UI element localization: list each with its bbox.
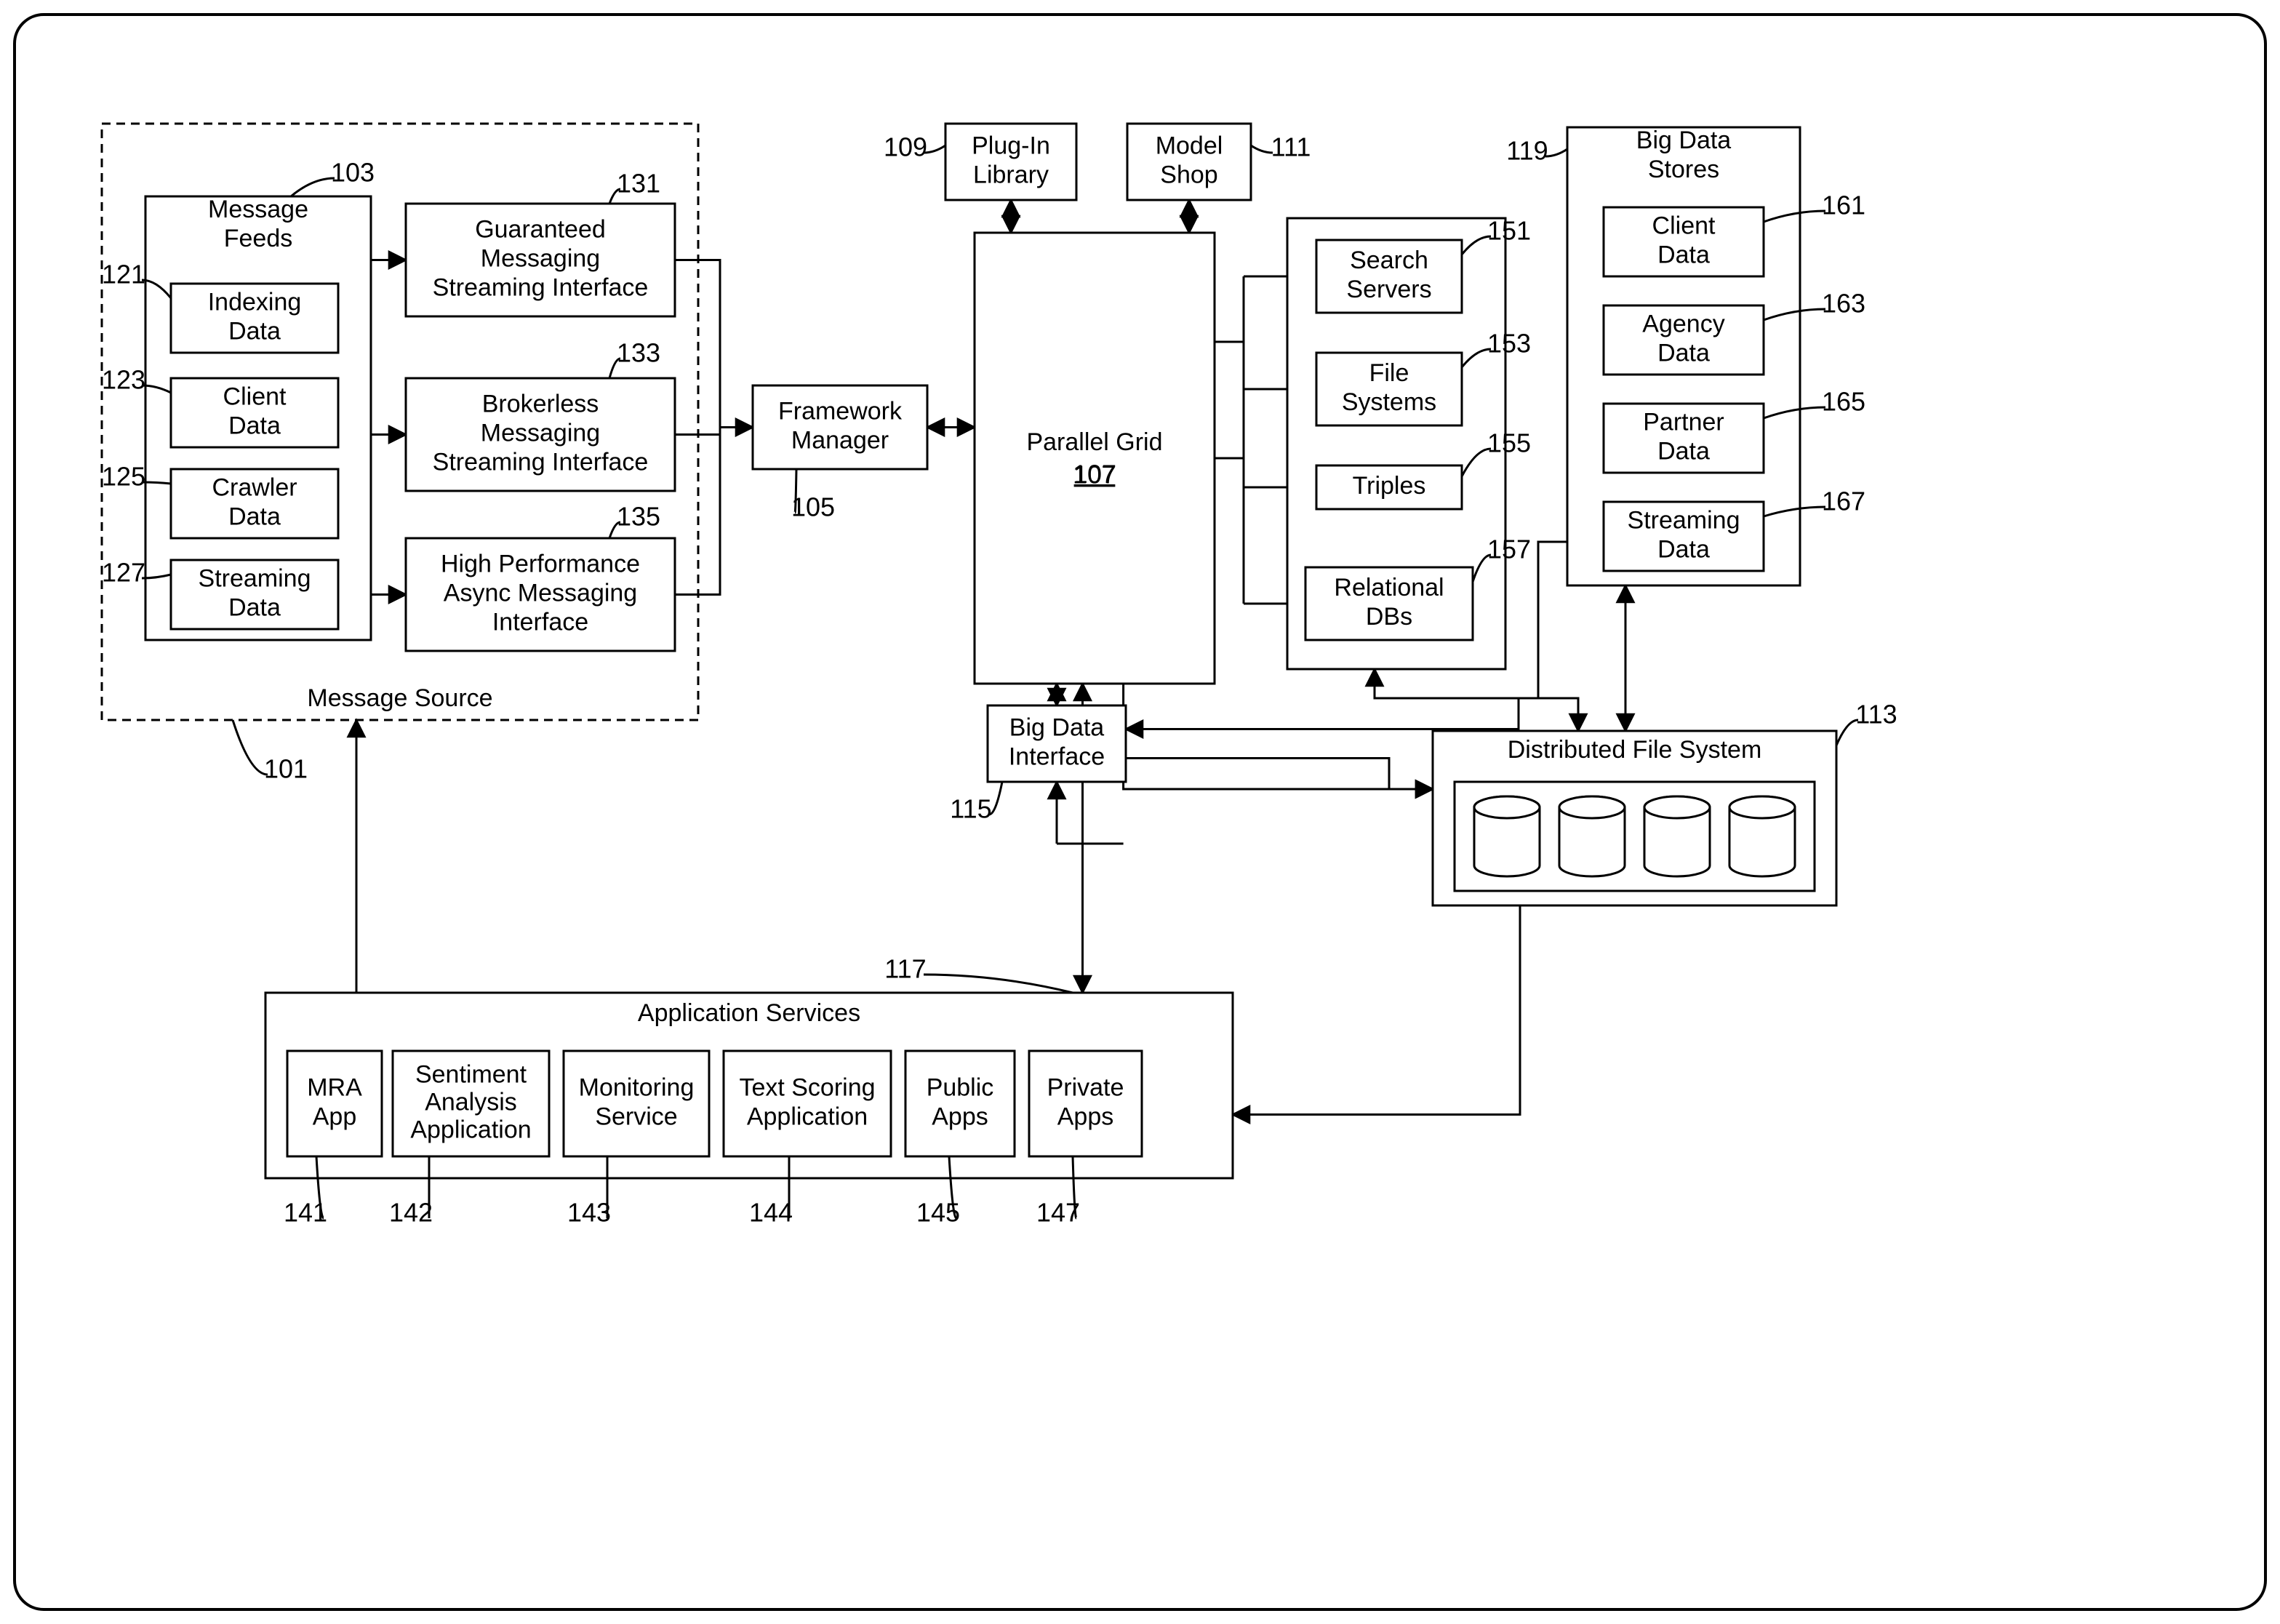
svg-text:Message Source: Message Source [307, 684, 492, 712]
big-data-interface-box: Big DataInterface [988, 705, 1126, 782]
relational-dbs-box: RelationalDBs [1305, 567, 1473, 640]
crawler-data-box: CrawlerData [171, 469, 338, 538]
svg-text:125: 125 [102, 462, 145, 492]
svg-text:105: 105 [791, 492, 835, 522]
svg-text:Application Services: Application Services [638, 999, 860, 1027]
svg-text:165: 165 [1822, 387, 1865, 417]
agency-data-box: AgencyData [1604, 305, 1764, 375]
nodes-layer: Message SourceMessageFeedsIndexingDataCl… [102, 124, 1836, 1178]
svg-text:SentimentAnalysisApplication: SentimentAnalysisApplication [410, 1060, 531, 1143]
svg-text:115: 115 [950, 794, 991, 824]
svg-text:119: 119 [1506, 136, 1548, 166]
svg-text:155: 155 [1487, 428, 1531, 458]
client-data-store-box: ClientData [1604, 207, 1764, 276]
search-servers-box: SearchServers [1316, 240, 1462, 313]
svg-text:143: 143 [567, 1198, 611, 1228]
brokerless-msi-box: BrokerlessMessagingStreaming Interface [406, 378, 675, 491]
monitoring-svc-box: MonitoringService [564, 1051, 709, 1156]
svg-text:121: 121 [102, 260, 145, 289]
parallel-grid-box [975, 233, 1215, 684]
svg-text:117: 117 [884, 954, 926, 984]
mra-app-box: MRAApp [287, 1051, 382, 1156]
cylinder-icon [1474, 796, 1540, 876]
svg-text:157: 157 [1487, 535, 1531, 564]
indexing-data-box: IndexingData [171, 284, 338, 353]
file-systems-box: FileSystems [1316, 353, 1462, 425]
svg-text:123: 123 [102, 365, 145, 395]
svg-text:109: 109 [884, 132, 927, 162]
framework-manager-box: FrameworkManager [753, 385, 927, 469]
svg-text:163: 163 [1822, 289, 1865, 319]
svg-text:Distributed File System: Distributed File System [1508, 736, 1762, 764]
partner-data-box: PartnerData [1604, 404, 1764, 473]
svg-text:Triples: Triples [1353, 472, 1426, 500]
public-apps-box: PublicApps [905, 1051, 1015, 1156]
svg-text:103: 103 [331, 158, 375, 188]
svg-text:113: 113 [1855, 700, 1897, 729]
svg-text:111: 111 [1271, 132, 1311, 162]
svg-text:135: 135 [617, 502, 660, 532]
hp-async-box: High PerformanceAsync MessagingInterface [406, 538, 675, 651]
svg-text:151: 151 [1487, 216, 1531, 246]
svg-text:Parallel Grid: Parallel Grid [1026, 428, 1162, 456]
cylinder-icon [1644, 796, 1710, 876]
svg-text:131: 131 [617, 169, 660, 199]
cylinder-icon [1729, 796, 1795, 876]
streaming-data-store-box: StreamingData [1604, 502, 1764, 571]
text-scoring-box: Text ScoringApplication [724, 1051, 891, 1156]
sentiment-app-box: SentimentAnalysisApplication [393, 1051, 549, 1156]
client-data-src-box: ClientData [171, 378, 338, 447]
cylinder-icon [1559, 796, 1625, 876]
streaming-data-src-box: StreamingData [171, 560, 338, 629]
svg-text:161: 161 [1822, 191, 1865, 220]
svg-text:153: 153 [1487, 329, 1531, 359]
plugin-library-box: Plug-InLibrary [945, 124, 1076, 200]
svg-text:127: 127 [102, 558, 145, 588]
svg-text:107: 107 [1073, 460, 1116, 489]
private-apps-box: PrivateApps [1029, 1051, 1142, 1156]
triples-box: Triples [1316, 465, 1462, 509]
guaranteed-msi-box: GuaranteedMessagingStreaming Interface [406, 204, 675, 316]
svg-text:144: 144 [749, 1198, 793, 1228]
svg-text:167: 167 [1822, 487, 1865, 516]
svg-text:101: 101 [264, 754, 308, 784]
model-shop-box: ModelShop [1127, 124, 1251, 200]
svg-text:142: 142 [389, 1198, 433, 1228]
svg-text:133: 133 [617, 338, 660, 368]
